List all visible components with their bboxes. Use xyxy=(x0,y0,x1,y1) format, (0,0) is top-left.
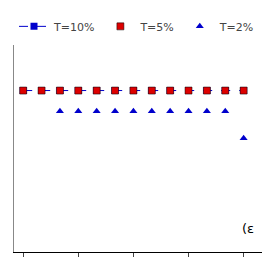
svg-text:(ε: (ε xyxy=(242,221,254,236)
svg-text:T=10%: T=10% xyxy=(53,21,94,34)
svg-text:T=5%: T=5% xyxy=(139,21,173,34)
svg-text:T=2%: T=2% xyxy=(219,21,253,34)
